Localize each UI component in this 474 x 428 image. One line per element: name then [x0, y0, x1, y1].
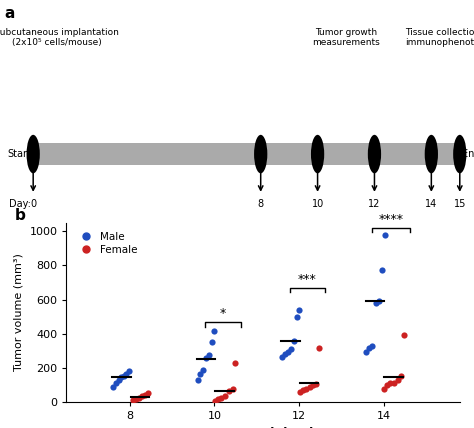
Point — [115, 377, 123, 383]
Point — [194, 377, 201, 383]
Point — [120, 372, 128, 379]
Text: Start: Start — [7, 149, 31, 159]
Point — [379, 267, 386, 274]
Point — [205, 352, 213, 359]
Text: End: End — [462, 149, 474, 159]
Point — [400, 331, 407, 338]
Point — [118, 374, 125, 381]
Point — [293, 313, 301, 320]
Point — [287, 346, 295, 353]
Point — [299, 387, 307, 394]
Point — [312, 381, 320, 388]
Point — [296, 306, 303, 313]
X-axis label: Days Post-injection: Days Post-injection — [196, 427, 330, 428]
Point — [387, 380, 394, 387]
Ellipse shape — [425, 135, 438, 173]
Point — [138, 393, 146, 400]
Point — [278, 354, 286, 360]
Point — [394, 377, 401, 383]
FancyBboxPatch shape — [33, 143, 460, 165]
Point — [144, 389, 152, 396]
Text: a: a — [5, 6, 15, 21]
Point — [218, 395, 225, 401]
Point — [231, 360, 239, 366]
Text: ***: *** — [298, 273, 317, 286]
Point — [383, 382, 391, 389]
Point — [214, 396, 222, 403]
Point — [211, 397, 219, 404]
Point — [141, 391, 149, 398]
Point — [381, 385, 388, 392]
Point — [199, 366, 207, 373]
Text: 14: 14 — [425, 199, 438, 209]
Point — [391, 379, 398, 386]
Point — [302, 385, 310, 392]
Point — [229, 385, 237, 392]
Point — [362, 348, 370, 355]
Point — [296, 389, 304, 395]
Point — [208, 339, 216, 346]
Point — [109, 383, 117, 390]
Text: Subcutaneous implantation
(2x10⁵ cells/mouse): Subcutaneous implantation (2x10⁵ cells/m… — [0, 28, 119, 47]
Point — [315, 344, 323, 351]
Text: 8: 8 — [258, 199, 264, 209]
Point — [365, 345, 373, 352]
Ellipse shape — [311, 135, 324, 173]
Point — [372, 300, 379, 306]
Point — [125, 367, 133, 374]
Point — [290, 337, 298, 344]
Point — [281, 351, 289, 358]
Point — [129, 397, 137, 404]
Text: Tissue collection and
immunophenotyping: Tissue collection and immunophenotyping — [405, 28, 474, 47]
Point — [381, 231, 389, 238]
Text: 0: 0 — [30, 199, 36, 209]
Text: 10: 10 — [311, 199, 324, 209]
Point — [226, 388, 233, 395]
Ellipse shape — [368, 135, 381, 173]
Point — [197, 371, 204, 377]
Point — [284, 348, 292, 355]
Text: *: * — [220, 307, 226, 321]
Point — [309, 382, 317, 389]
Point — [306, 383, 313, 390]
Point — [221, 393, 229, 400]
Text: ****: **** — [378, 213, 403, 226]
Ellipse shape — [453, 135, 466, 173]
Point — [112, 380, 120, 387]
Point — [397, 372, 405, 379]
Y-axis label: Tumor volume (mm³): Tumor volume (mm³) — [14, 253, 24, 372]
Text: Tumor growth
measurements: Tumor growth measurements — [312, 28, 380, 47]
Text: 12: 12 — [368, 199, 381, 209]
Ellipse shape — [27, 135, 40, 173]
Point — [202, 354, 210, 361]
Point — [210, 328, 218, 335]
Text: b: b — [15, 208, 26, 223]
Point — [375, 298, 383, 305]
Point — [136, 394, 143, 401]
Point — [132, 395, 140, 402]
Legend: Male, Female: Male, Female — [72, 228, 141, 259]
Point — [368, 342, 375, 349]
Ellipse shape — [254, 135, 267, 173]
Text: 15: 15 — [454, 199, 466, 209]
Point — [123, 371, 130, 377]
Text: Day:: Day: — [9, 199, 31, 209]
